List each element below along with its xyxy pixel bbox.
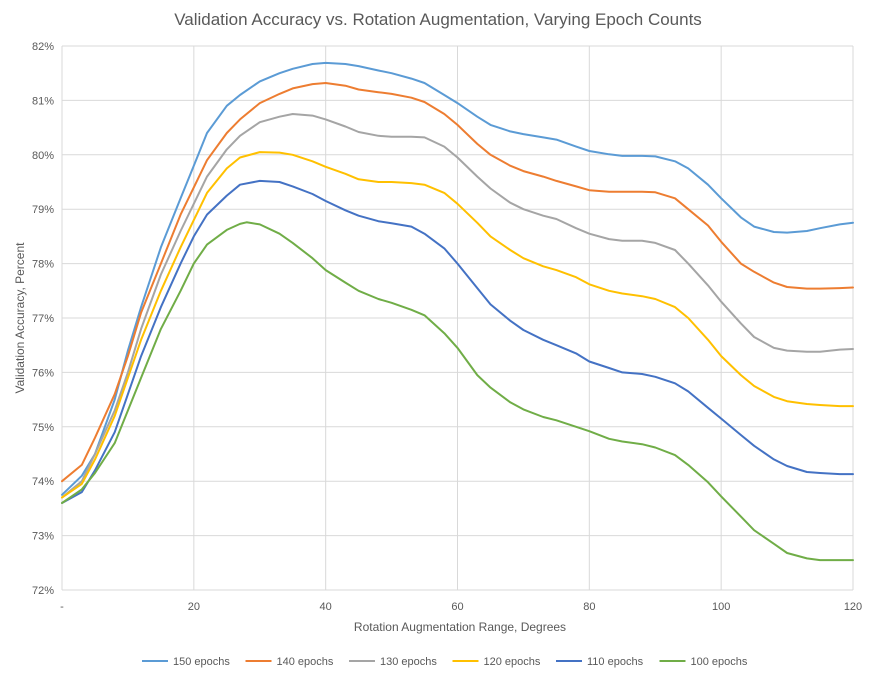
series-lines — [61, 61, 854, 562]
x-tick-label: - — [60, 601, 64, 613]
chart-title: Validation Accuracy vs. Rotation Augment… — [174, 10, 702, 29]
series-line — [61, 179, 854, 504]
x-axis-label: Rotation Augmentation Range, Degrees — [354, 620, 566, 634]
y-tick-label: 73% — [32, 531, 54, 543]
series-line — [61, 113, 854, 499]
legend-label: 150 epochs — [173, 656, 230, 668]
series-line — [61, 82, 854, 483]
legend-label: 130 epochs — [380, 656, 437, 668]
legend-label: 120 epochs — [484, 656, 541, 668]
y-tick-label: 77% — [32, 313, 54, 325]
legend: 150 epochs 140 epochs 130 epochs 120 epochs… — [142, 656, 748, 668]
y-tick-label: 80% — [32, 150, 54, 162]
y-tick-label: 82% — [32, 41, 54, 53]
x-tick-label: 80 — [583, 601, 595, 613]
y-tick-label: 79% — [32, 204, 54, 216]
gridlines — [61, 45, 854, 591]
y-tick-label: 76% — [32, 367, 54, 379]
y-axis-ticks: 72% 73% 74% 75% 76% 77% 78% 79% 80% 81% 82% — [32, 41, 54, 597]
x-tick-label: 20 — [188, 601, 200, 613]
y-tick-label: 78% — [32, 259, 54, 271]
x-tick-label: 100 — [712, 601, 730, 613]
x-tick-label: 40 — [320, 601, 332, 613]
x-axis-ticks: - 20 40 60 80 100 120 — [60, 601, 862, 613]
y-axis-label: Validation Accuracy, Percent — [13, 242, 27, 394]
x-tick-label: 60 — [451, 601, 463, 613]
legend-label: 140 epochs — [277, 656, 334, 668]
series-line — [61, 151, 854, 499]
y-tick-label: 72% — [32, 585, 54, 597]
y-tick-label: 75% — [32, 422, 54, 434]
y-tick-label: 74% — [32, 476, 54, 488]
legend-label: 100 epochs — [691, 656, 748, 668]
series-line — [61, 61, 854, 496]
y-tick-label: 81% — [32, 95, 54, 107]
legend-label: 110 epochs — [587, 656, 644, 668]
x-tick-label: 120 — [844, 601, 862, 613]
series-line — [61, 221, 854, 562]
